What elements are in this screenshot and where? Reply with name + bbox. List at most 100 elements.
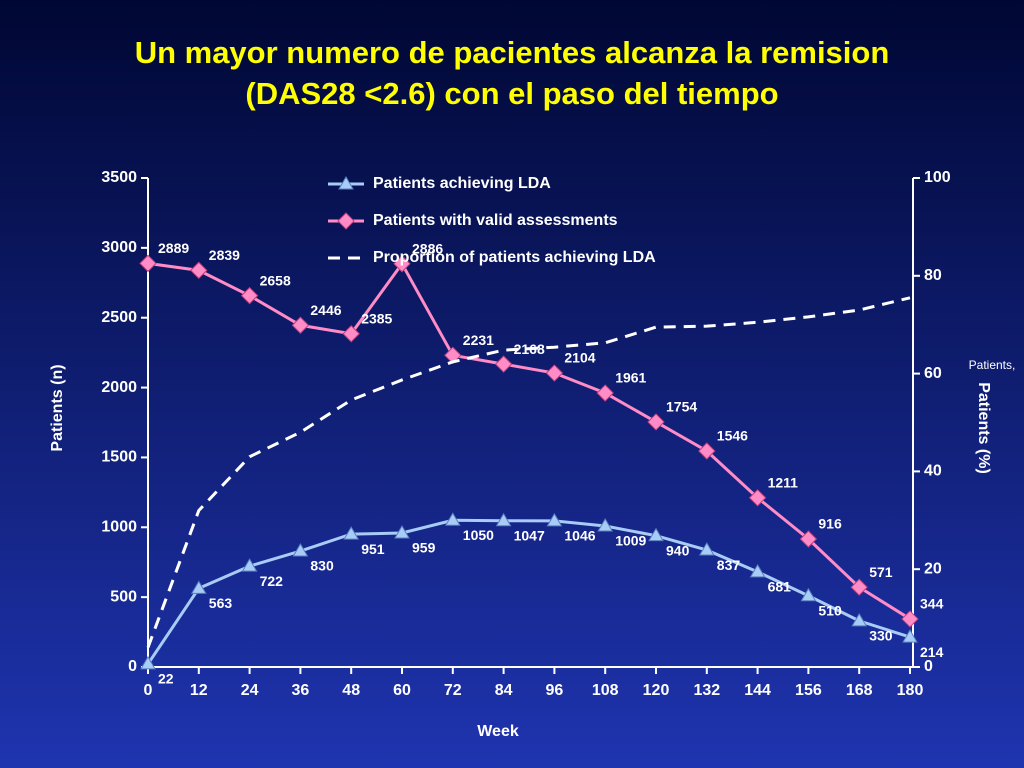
y-tick-label: 500 (110, 588, 137, 605)
data-point (698, 442, 716, 460)
chart-title: (DAS28 <2.6) con el paso del tiempo (245, 76, 778, 111)
series-line (146, 296, 911, 648)
data-point (444, 512, 461, 526)
data-label: 1754 (666, 399, 697, 415)
y-axis-title: Patients (n) (49, 364, 66, 451)
data-label: 1046 (564, 528, 595, 544)
data-label: 2231 (463, 332, 494, 348)
legend-marker (338, 176, 354, 190)
annotation: Patients, (969, 358, 1016, 372)
data-label: 22 (158, 671, 174, 687)
data-label: 344 (920, 596, 944, 612)
x-tick-label: 144 (744, 682, 771, 699)
y2-tick-label: 100 (924, 169, 951, 186)
x-tick-label: 84 (495, 682, 513, 699)
data-point (698, 542, 715, 556)
data-point (342, 325, 360, 343)
x-tick-label: 96 (546, 682, 564, 699)
data-point (850, 578, 868, 596)
chart-title: Un mayor numero de pacientes alcanza la … (135, 35, 890, 70)
x-tick-label: 48 (342, 682, 360, 699)
data-label: 837 (717, 557, 741, 573)
data-label: 571 (869, 564, 893, 580)
data-label: 2385 (361, 310, 392, 326)
x-tick-label: 0 (144, 682, 153, 699)
data-point (291, 316, 310, 334)
legend-label: Patients achieving LDA (373, 175, 551, 192)
x-tick-label: 24 (241, 682, 259, 699)
data-label: 330 (869, 628, 893, 644)
data-point (393, 255, 411, 273)
data-label: 214 (920, 644, 944, 660)
data-point (800, 587, 817, 602)
data-point (902, 629, 918, 643)
data-label: 2839 (209, 247, 240, 263)
data-label: 951 (361, 541, 385, 557)
y-tick-label: 2500 (101, 309, 137, 326)
x-tick-label: 168 (846, 682, 873, 699)
x-tick-label: 180 (897, 682, 924, 699)
data-point (749, 563, 766, 578)
data-point (139, 254, 157, 273)
data-label: 1050 (463, 527, 494, 543)
data-label: 2446 (310, 302, 341, 318)
data-point (648, 527, 664, 542)
data-point (190, 580, 207, 594)
x-tick-label: 108 (592, 682, 619, 699)
data-label: 2889 (158, 240, 189, 256)
data-label: 722 (260, 573, 284, 589)
data-point (240, 286, 259, 305)
data-label: 1047 (514, 527, 545, 543)
y-tick-label: 0 (128, 658, 137, 675)
data-point (596, 384, 614, 402)
data-point (901, 610, 919, 628)
data-label: 2658 (260, 272, 291, 288)
y-tick-label: 3500 (101, 169, 137, 186)
data-point (241, 558, 258, 572)
data-label: 1009 (615, 533, 646, 549)
y-tick-label: 1000 (101, 519, 137, 536)
data-label: 681 (768, 579, 792, 595)
legend-label: Patients with valid assessments (373, 212, 618, 229)
x-tick-label: 156 (795, 682, 822, 699)
data-point (748, 489, 767, 507)
data-label: 1961 (615, 370, 646, 386)
y2-tick-label: 80 (924, 267, 942, 284)
data-point (494, 355, 513, 373)
legend-label: Proportion of patients achieving LDA (373, 249, 656, 266)
y-tick-label: 3000 (101, 239, 137, 256)
data-point (140, 655, 156, 670)
data-point (292, 543, 309, 557)
legend-marker (337, 212, 355, 230)
y2-tick-label: 60 (924, 365, 942, 382)
x-tick-label: 60 (393, 682, 411, 699)
data-point (545, 364, 564, 382)
data-point (851, 612, 868, 627)
x-tick-label: 12 (190, 682, 208, 699)
data-label: 916 (818, 516, 842, 532)
data-point (190, 261, 208, 280)
y2-tick-label: 20 (924, 560, 942, 577)
data-point (394, 525, 410, 539)
data-point (799, 530, 818, 548)
data-label: 940 (666, 542, 690, 558)
y-tick-label: 2000 (101, 379, 137, 396)
y2-tick-label: 0 (924, 658, 933, 675)
data-label: 830 (310, 558, 334, 574)
y-tick-label: 1500 (101, 449, 137, 466)
data-label: 563 (209, 595, 233, 611)
x-axis-title: Week (477, 723, 519, 740)
data-point (647, 413, 665, 431)
x-tick-label: 72 (444, 682, 462, 699)
x-tick-label: 36 (292, 682, 310, 699)
data-label: 2104 (564, 350, 595, 366)
x-tick-label: 132 (693, 682, 720, 699)
x-tick-label: 120 (643, 682, 670, 699)
series-line (146, 518, 911, 665)
data-point (597, 518, 614, 532)
series-line (147, 260, 911, 621)
y2-tick-label: 40 (924, 463, 942, 480)
